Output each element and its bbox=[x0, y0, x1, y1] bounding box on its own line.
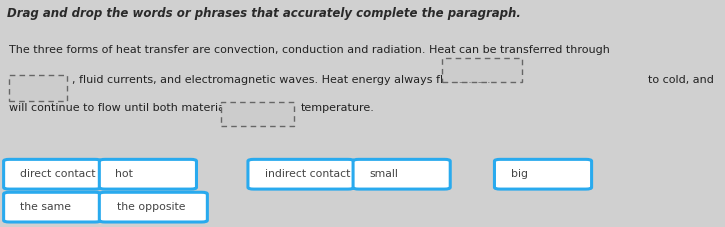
FancyBboxPatch shape bbox=[4, 192, 101, 222]
Text: temperature.: temperature. bbox=[301, 103, 375, 113]
Text: big: big bbox=[510, 169, 528, 179]
Text: the opposite: the opposite bbox=[117, 202, 185, 212]
FancyBboxPatch shape bbox=[494, 159, 592, 189]
Text: the same: the same bbox=[20, 202, 71, 212]
Text: will continue to flow until both materials reach: will continue to flow until both materia… bbox=[9, 103, 269, 113]
FancyBboxPatch shape bbox=[353, 159, 450, 189]
Text: , fluid currents, and electromagnetic waves. Heat energy always flows from: , fluid currents, and electromagnetic wa… bbox=[72, 75, 494, 85]
FancyBboxPatch shape bbox=[99, 192, 207, 222]
Text: hot: hot bbox=[115, 169, 133, 179]
Text: indirect contact: indirect contact bbox=[265, 169, 350, 179]
Text: The three forms of heat transfer are convection, conduction and radiation. Heat : The three forms of heat transfer are con… bbox=[9, 45, 610, 55]
FancyBboxPatch shape bbox=[99, 159, 196, 189]
Bar bbox=[442, 58, 522, 82]
FancyBboxPatch shape bbox=[248, 159, 354, 189]
Bar bbox=[9, 75, 67, 101]
Bar bbox=[221, 102, 294, 126]
FancyBboxPatch shape bbox=[4, 159, 101, 189]
Text: to cold, and: to cold, and bbox=[648, 75, 714, 85]
Text: small: small bbox=[369, 169, 398, 179]
Text: Drag and drop the words or phrases that accurately complete the paragraph.: Drag and drop the words or phrases that … bbox=[7, 7, 521, 20]
Text: direct contact: direct contact bbox=[20, 169, 95, 179]
